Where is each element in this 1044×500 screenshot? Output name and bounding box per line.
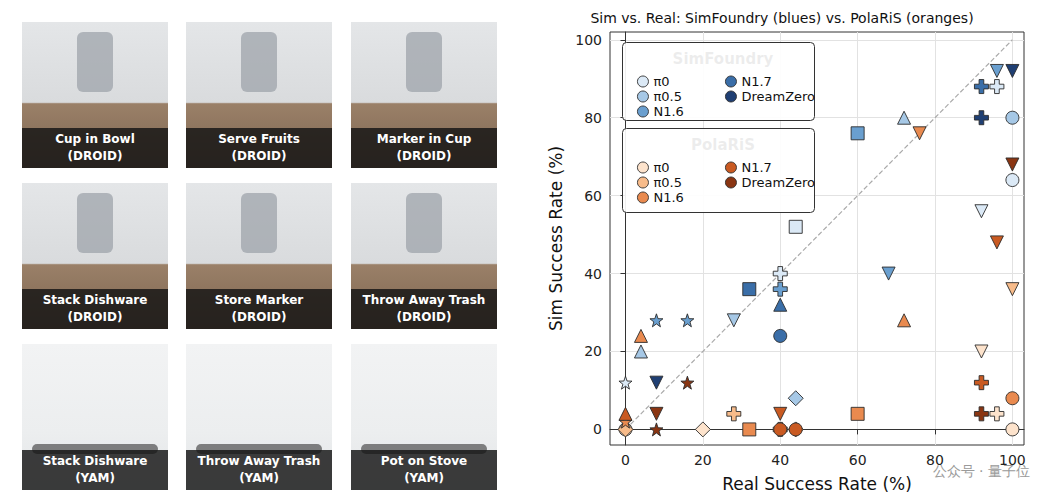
svg-text:公众号 · 量子位: 公众号 · 量子位 (933, 463, 1030, 479)
svg-text:40: 40 (584, 266, 602, 282)
html-text:(YAM): (YAM) (239, 471, 279, 485)
svg-text:Sim Success Rate (%): Sim Success Rate (%) (546, 146, 566, 331)
html-text:Throw Away Trash: Throw Away Trash (362, 293, 486, 307)
html-text:(YAM): (YAM) (404, 471, 444, 485)
svg-text:N1.6: N1.6 (653, 104, 683, 119)
svg-text:0: 0 (593, 421, 602, 437)
svg-text:N1.6: N1.6 (653, 190, 683, 205)
svg-text:20: 20 (694, 452, 712, 468)
html-text:(DROID): (DROID) (396, 149, 452, 163)
svg-text:π0.5: π0.5 (653, 89, 682, 104)
html-text:(YAM): (YAM) (75, 471, 115, 485)
svg-text:80: 80 (926, 452, 944, 468)
html-text:(DROID): (DROID) (67, 149, 123, 163)
html-text:(DROID): (DROID) (67, 310, 123, 324)
html-text:Cup in Bowl: Cup in Bowl (55, 132, 135, 146)
svg-text:60: 60 (584, 188, 602, 204)
svg-text:0: 0 (621, 452, 630, 468)
svg-text:40: 40 (771, 452, 789, 468)
svg-text:π0: π0 (653, 74, 669, 89)
svg-text:N1.7: N1.7 (741, 74, 771, 89)
svg-text:π0: π0 (653, 160, 669, 175)
html-text:Stack Dishware: Stack Dishware (42, 293, 148, 307)
html-text:Pot on Stove: Pot on Stove (380, 454, 468, 468)
svg-text:DreamZero: DreamZero (741, 89, 815, 104)
html-text:Throw Away Trash: Throw Away Trash (197, 454, 321, 468)
svg-text:80: 80 (584, 110, 602, 126)
html-text:(DROID): (DROID) (231, 310, 287, 324)
svg-text:π0.5: π0.5 (653, 175, 682, 190)
html-text:(DROID): (DROID) (231, 149, 287, 163)
svg-text:N1.7: N1.7 (741, 160, 771, 175)
html-text:Serve Fruits: Serve Fruits (218, 132, 300, 146)
svg-text:Sim vs. Real: SimFoundry (blue: Sim vs. Real: SimFoundry (blues) vs. Pol… (590, 10, 973, 26)
svg-text:20: 20 (584, 343, 602, 359)
html-text:Stack Dishware: Stack Dishware (42, 454, 148, 468)
html-text:Store Marker: Store Marker (214, 293, 304, 307)
svg-text:DreamZero: DreamZero (741, 175, 815, 190)
svg-text:Real Success Rate (%): Real Success Rate (%) (722, 474, 912, 494)
svg-text:60: 60 (849, 452, 867, 468)
svg-text:100: 100 (999, 452, 1026, 468)
svg-text:100: 100 (575, 32, 602, 48)
html-text:Marker in Cup: Marker in Cup (376, 132, 472, 146)
html-text:(DROID): (DROID) (396, 310, 452, 324)
